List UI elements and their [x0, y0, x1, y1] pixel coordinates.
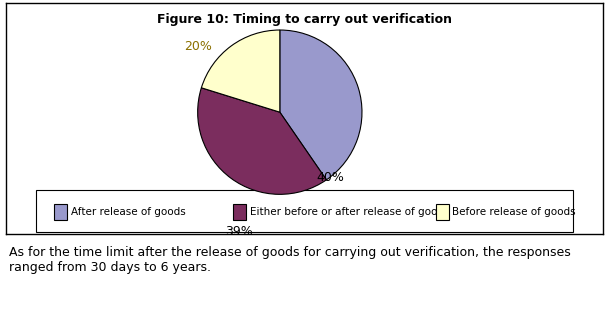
Bar: [435, 204, 449, 220]
Text: 20%: 20%: [184, 40, 212, 53]
Bar: [54, 204, 67, 220]
Text: 39%: 39%: [225, 225, 253, 238]
Wedge shape: [201, 30, 280, 112]
Text: After release of goods: After release of goods: [71, 207, 185, 217]
Wedge shape: [280, 30, 362, 180]
Wedge shape: [197, 88, 327, 194]
Bar: [233, 204, 246, 220]
Text: 40%: 40%: [317, 171, 344, 185]
Text: Either before or after release of goods: Either before or after release of goods: [250, 207, 449, 217]
Text: Before release of goods: Before release of goods: [453, 207, 576, 217]
Text: Figure 10: Timing to carry out verification: Figure 10: Timing to carry out verificat…: [157, 13, 452, 26]
FancyBboxPatch shape: [36, 190, 573, 232]
Text: As for the time limit after the release of goods for carrying out verification, : As for the time limit after the release …: [9, 246, 571, 275]
